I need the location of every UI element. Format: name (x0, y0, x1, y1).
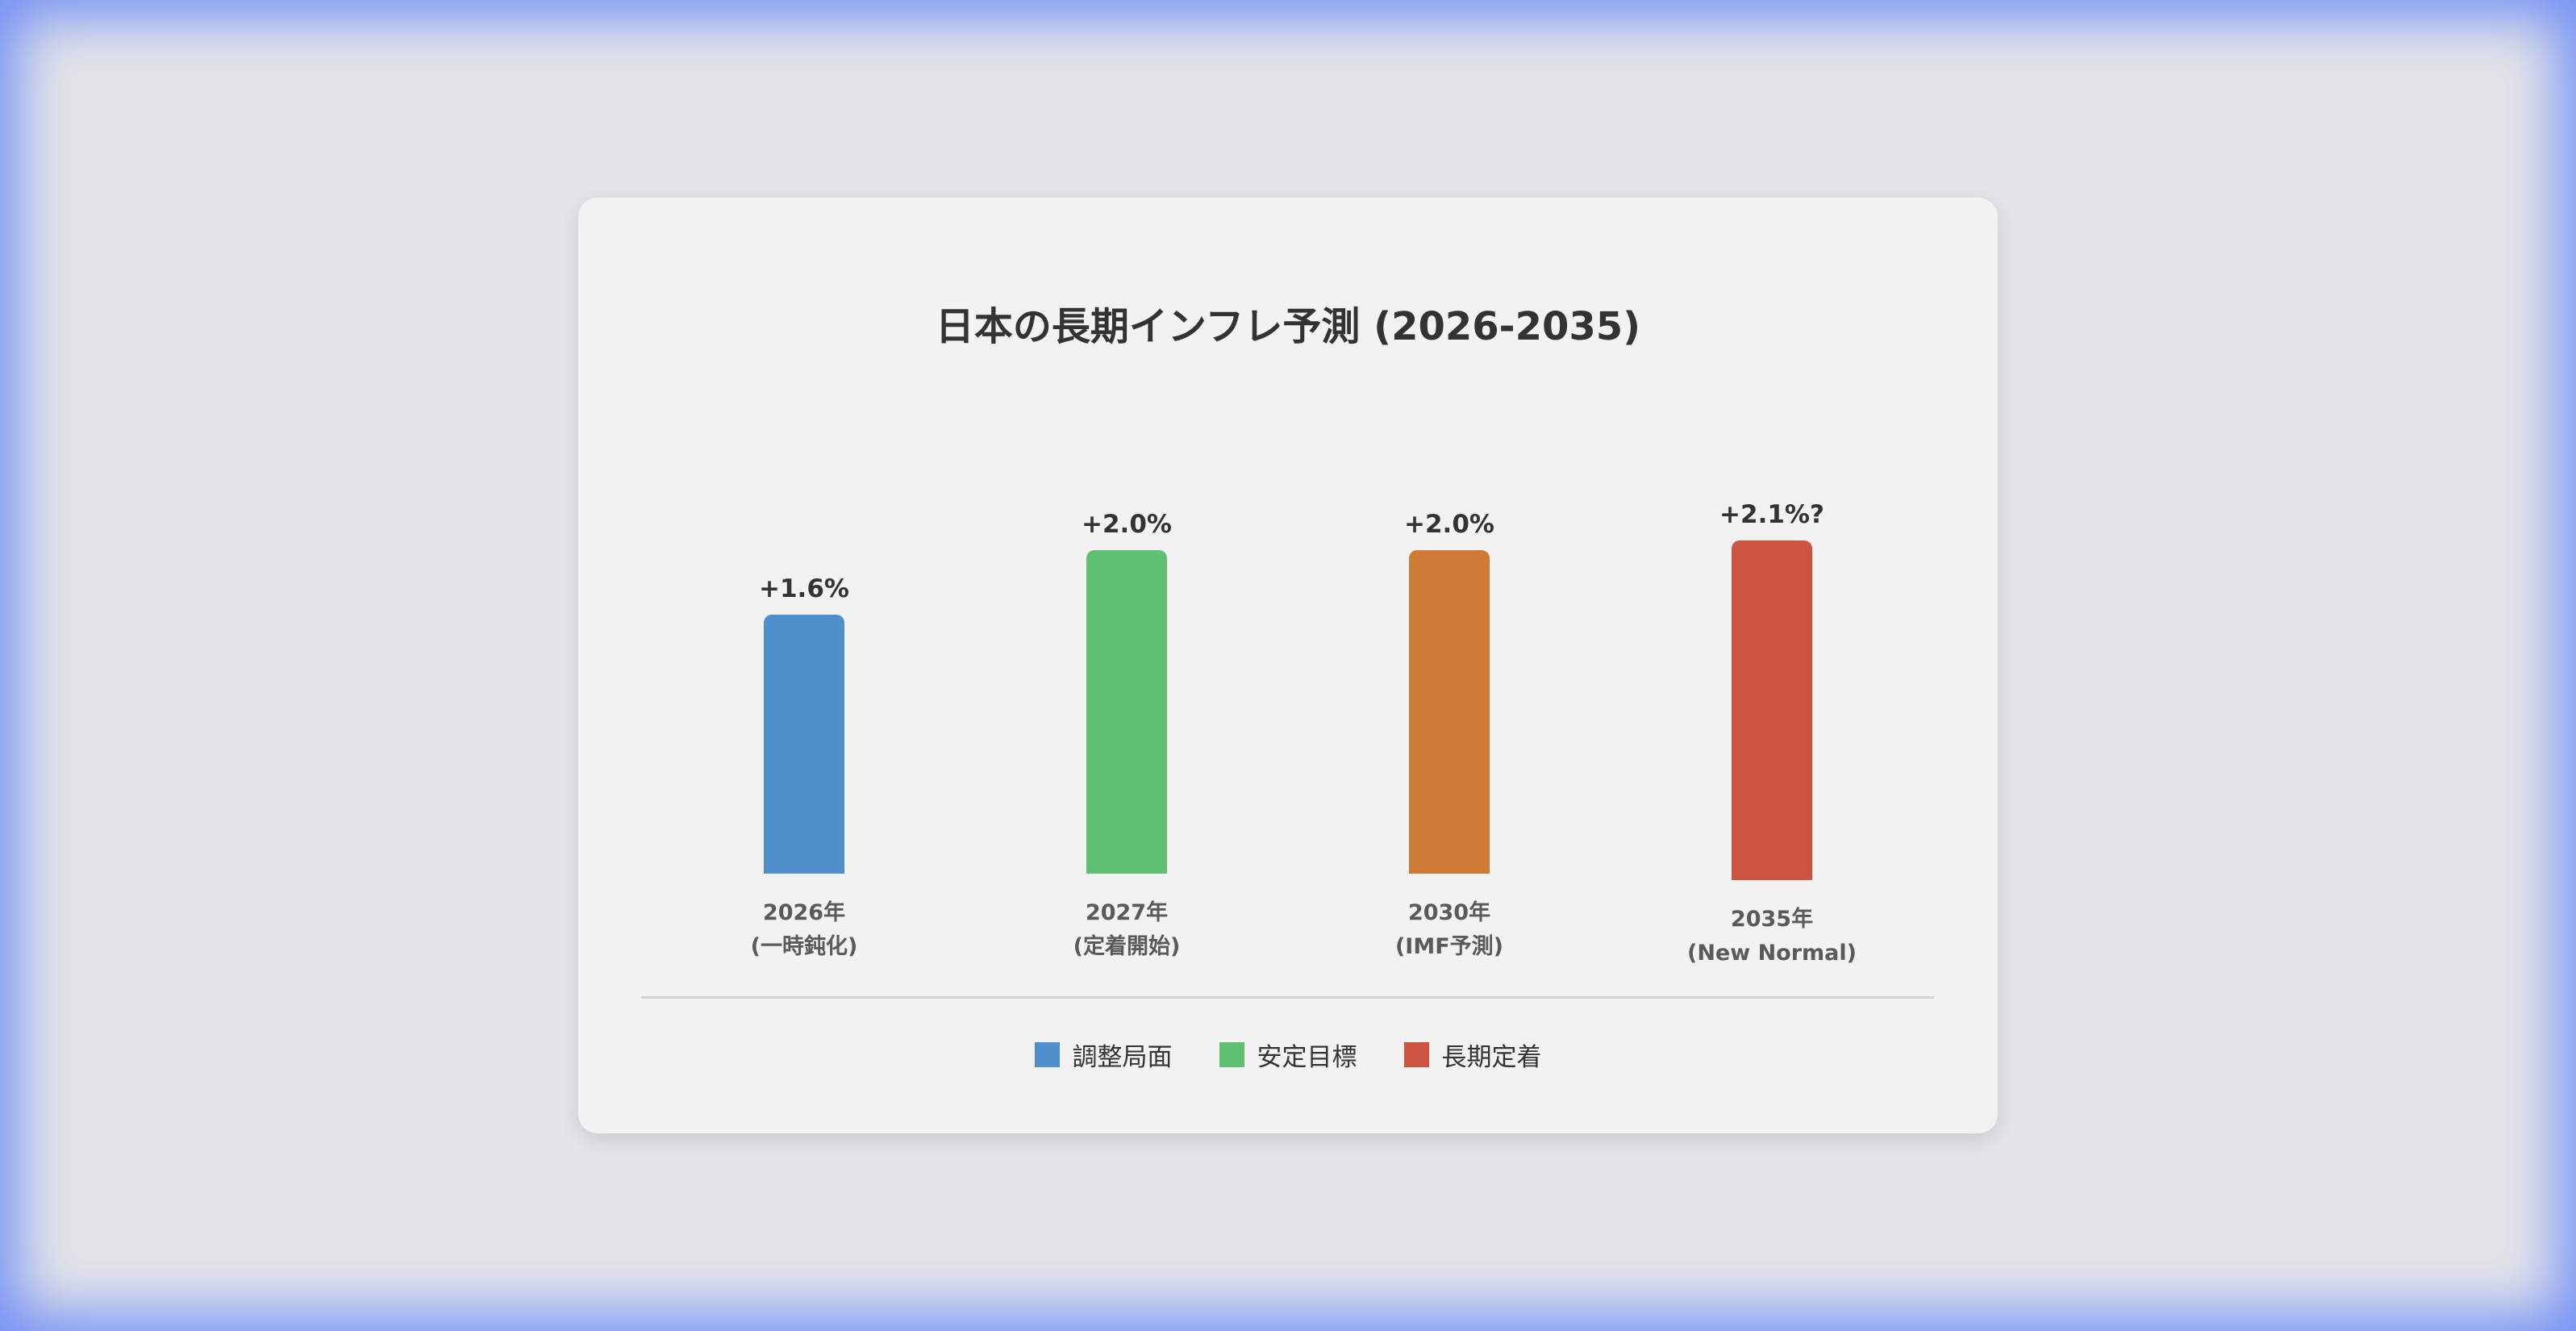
value-label: +2.0% (1404, 510, 1494, 539)
chart-card: 日本の長期インフレ予測 (2026-2035) +1.6% 2026年 (一時鈍化)… (578, 198, 1998, 1133)
legend-label: 長期定着 (1441, 1043, 1542, 1072)
legend-item: 調整局面 (1034, 1037, 1173, 1073)
legend-item: 長期定着 (1403, 1037, 1542, 1073)
category-label-line: 2027年 (1085, 900, 1169, 925)
category-label-line: 2026年 (762, 900, 846, 925)
category-label: 2030年 (IMF予測) (1344, 896, 1554, 964)
legend-swatch (1403, 1042, 1429, 1067)
category-label-line: (一時鈍化) (750, 934, 858, 959)
legend: 調整局面 安定目標 長期定着 (578, 1037, 1998, 1073)
bar (1409, 550, 1490, 874)
legend-item: 安定目標 (1219, 1037, 1357, 1073)
category-label-line: 2035年 (1730, 907, 1814, 932)
legend-swatch (1219, 1042, 1244, 1067)
value-label: +2.1%? (1719, 500, 1824, 529)
category-label-line: (IMF予測) (1394, 934, 1504, 959)
bar (1732, 540, 1812, 880)
category-label: 2026年 (一時鈍化) (699, 896, 909, 964)
category-label-line: (定着開始) (1073, 934, 1181, 959)
legend-label: 安定目標 (1257, 1043, 1357, 1072)
value-label: +1.6% (759, 574, 849, 603)
legend-swatch (1034, 1042, 1060, 1067)
legend-label: 調整局面 (1072, 1043, 1173, 1072)
category-label: 2027年 (定着開始) (1022, 896, 1232, 964)
divider (641, 996, 1934, 999)
chart-title: 日本の長期インフレ予測 (2026-2035) (935, 304, 1641, 349)
category-label: 2035年 (New Normal) (1667, 903, 1877, 970)
bar (764, 615, 844, 874)
category-label-line: 2030年 (1407, 900, 1491, 925)
category-label-line: (New Normal) (1686, 941, 1857, 966)
bar (1086, 550, 1167, 874)
value-label: +2.0% (1082, 510, 1172, 539)
